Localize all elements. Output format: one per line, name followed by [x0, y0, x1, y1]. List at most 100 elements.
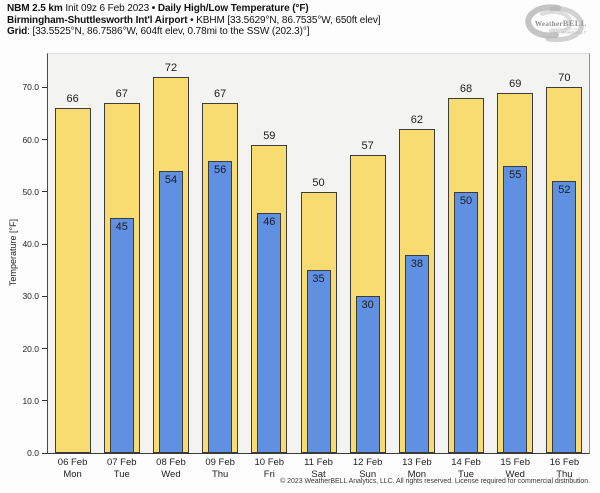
y-tick-label: 0.0	[27, 448, 39, 458]
logo-text-weather: Weather	[535, 20, 563, 28]
x-tick-date: 13 Feb	[402, 457, 432, 468]
header-line-grid: Grid: [33.5525°N, 86.7586°W, 604ft elev,…	[7, 26, 380, 38]
low-bar	[208, 160, 233, 453]
x-tick-day: Tue	[113, 469, 130, 480]
low-bar	[109, 218, 134, 453]
high-value-label: 67	[115, 88, 128, 101]
low-bar	[257, 212, 282, 453]
x-tick-date: 10 Feb	[254, 457, 285, 468]
high-value-label: 66	[66, 93, 79, 106]
x-tick-day: Thu	[556, 469, 573, 480]
y-tick-label: 10.0	[22, 395, 39, 406]
chart-title: • Daily High/Low Temperature (°F)	[151, 3, 309, 14]
x-tick-label: 11 Feb Sat	[294, 457, 344, 481]
x-tick-date: 14 Feb	[451, 457, 481, 468]
y-tick-label: 40.0	[22, 239, 39, 250]
station-name: Birmingham-Shuttlesworth Int'l Airport	[7, 14, 188, 26]
y-tick-label: 70.0	[22, 82, 39, 93]
high-value-label: 69	[509, 77, 522, 90]
low-bar	[454, 191, 479, 453]
x-tick-day: Mon	[63, 469, 82, 480]
x-tick-label: 09 Feb Thu	[195, 457, 245, 481]
logo-text: WeatherBELL	[535, 18, 587, 28]
x-tick-day: Sat	[311, 469, 326, 480]
x-tick-day: Sun	[359, 469, 377, 480]
y-tick-label: 30.0	[22, 291, 39, 302]
high-bar	[54, 108, 91, 453]
station-coords: • KBHM [33.5629°N, 86.7535°W, 650ft elev…	[187, 14, 381, 26]
y-tick-mark	[42, 452, 47, 454]
high-value-label: 57	[361, 140, 374, 153]
x-tick-label: 06 Feb Mon	[48, 457, 98, 481]
high-value-label: 62	[410, 114, 423, 127]
low-value-label: 46	[263, 215, 276, 228]
x-tick-date: 11 Feb	[304, 457, 333, 468]
x-tick-date: 09 Feb	[205, 457, 235, 468]
low-value-label: 50	[459, 194, 473, 207]
x-tick-date: 08 Feb	[156, 457, 186, 468]
low-value-label: 55	[509, 168, 522, 181]
x-tick-date: 06 Feb	[57, 457, 88, 468]
x-tick-date: 15 Feb	[500, 457, 530, 468]
low-value-label: 45	[115, 221, 128, 233]
x-tick-day: Tue	[458, 469, 475, 480]
model-init: Init 09z 6 Feb 2023	[62, 3, 152, 14]
x-tick-label: 16 Feb Thu	[539, 457, 589, 481]
x-tick-day: Thu	[211, 469, 229, 480]
weatherbell-logo: WeatherBELL Analytics LLC	[525, 4, 587, 43]
low-bar	[503, 165, 528, 453]
x-tick-day: Fri	[263, 469, 275, 480]
x-tick-day: Wed	[161, 469, 181, 480]
y-tick-mark	[42, 191, 47, 193]
grid-label: Grid	[7, 26, 28, 38]
y-tick-label: 50.0	[22, 186, 39, 197]
y-tick-mark	[42, 139, 47, 141]
y-tick-mark	[42, 295, 47, 297]
high-value-label: 67	[214, 88, 227, 101]
plot-area: 0.0 10.0 20.0 30.0 40.0 50.0 60.0 70.0 66 06 Feb M…	[22, 53, 590, 480]
high-value-label: 50	[312, 176, 325, 189]
x-tick-label: 13 Feb Mon	[392, 457, 442, 481]
logo-subtext: Analytics LLC	[562, 30, 587, 35]
low-bar	[355, 296, 380, 453]
logo-text-bell: BELL	[563, 18, 587, 28]
high-value-label: 70	[558, 72, 571, 85]
x-tick-date: 12 Feb	[352, 457, 383, 468]
logo-swirl-icon	[525, 4, 584, 43]
low-bar	[552, 181, 577, 453]
y-tick-mark	[42, 243, 47, 245]
low-value-label: 52	[558, 184, 571, 197]
low-value-label: 30	[361, 299, 374, 312]
low-value-label: 56	[214, 163, 227, 176]
x-tick-label: 12 Feb Sun	[343, 457, 393, 481]
low-value-label: 35	[312, 273, 325, 286]
model-name: NBM 2.5 km	[7, 3, 63, 14]
x-tick-date: 07 Feb	[106, 457, 137, 468]
x-tick-label: 07 Feb Tue	[97, 457, 147, 481]
x-tick-label: 14 Feb Tue	[441, 457, 491, 481]
x-tick-label: 15 Feb Wed	[490, 457, 540, 481]
x-tick-label: 10 Feb Fri	[244, 457, 294, 481]
low-value-label: 54	[164, 173, 178, 186]
low-bar	[404, 254, 429, 453]
high-value-label: 68	[459, 82, 473, 95]
copyright-text: © 2023 WeatherBELL Analytics, LLC. All r…	[280, 478, 590, 485]
x-tick-date: 16 Feb	[549, 457, 580, 468]
low-value-label: 38	[410, 257, 423, 270]
low-bar	[306, 270, 331, 453]
y-tick-label: 20.0	[22, 343, 39, 354]
low-bar	[158, 170, 183, 453]
header-line-model: NBM 2.5 km Init 09z 6 Feb 2023 • Daily H…	[7, 3, 380, 15]
x-tick-label: 08 Feb Wed	[146, 457, 196, 481]
y-tick-mark	[42, 348, 47, 350]
y-tick-mark	[42, 86, 47, 88]
high-value-label: 59	[263, 129, 276, 142]
y-axis-title: Temperature [°F]	[8, 218, 18, 287]
x-tick-day: Mon	[407, 469, 427, 480]
header-line-station: Birmingham-Shuttlesworth Int'l Airport •…	[7, 14, 381, 27]
grid-coords: : [33.5525°N, 86.7586°W, 604ft elev, 0.7…	[27, 26, 310, 38]
chart-header: NBM 2.5 km Init 09z 6 Feb 2023 • Daily H…	[7, 3, 381, 38]
high-value-label: 72	[164, 61, 178, 74]
y-tick-mark	[42, 400, 47, 402]
